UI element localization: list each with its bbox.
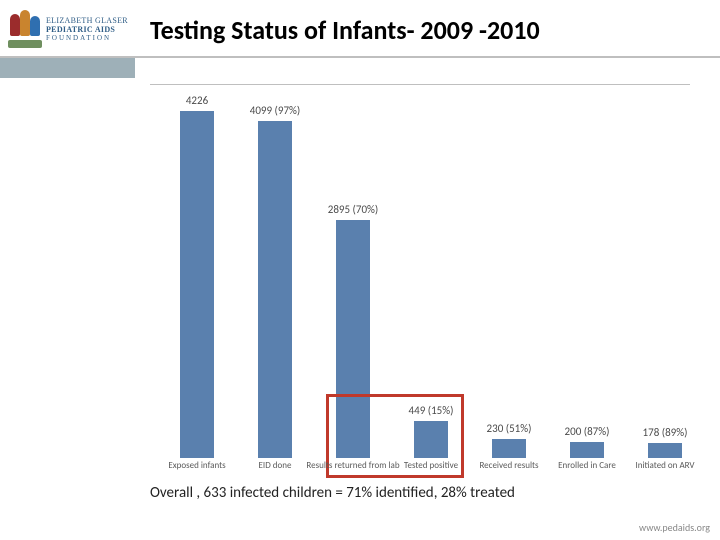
bar-value-label: 2895 (70%) [313,203,393,216]
foundation-logo: ELIZABETH GLASER PEDIATRIC AIDS FOUNDATI… [8,6,128,52]
bar [648,443,682,458]
page-title: Testing Status of Infants- 2009 -2010 [150,14,690,46]
bar-value-label: 4099 (97%) [235,104,315,117]
logo-line2: PEDIATRIC AIDS [46,25,128,34]
bar-value-label: 230 (51%) [469,422,549,435]
chart-top-divider [150,84,690,85]
chart-x-labels: Exposed infantsEID doneResults returned … [150,460,690,474]
x-axis-label: Initiated on ARV [610,460,720,471]
bar-value-label: 178 (89%) [625,426,705,439]
bar [258,121,292,458]
bar [180,111,214,458]
footer-url: www.pedaids.org [639,521,710,534]
logo-line1: ELIZABETH GLASER [46,16,128,25]
bar-value-label: 200 (87%) [547,425,627,438]
bar-chart: 42264099 (97%)2895 (70%)449 (15%)230 (51… [150,88,690,488]
chart-plot-area: 42264099 (97%)2895 (70%)449 (15%)230 (51… [150,88,690,458]
sidebar-stripe [0,58,135,78]
slide: ELIZABETH GLASER PEDIATRIC AIDS FOUNDATI… [0,0,720,540]
summary-text: Overall , 633 infected children = 71% id… [150,484,690,502]
bar [570,442,604,458]
logo-line3: FOUNDATION [46,34,128,43]
bar-value-label: 4226 [157,94,237,107]
bar [492,439,526,458]
logo-mark [8,10,42,48]
logo-text: ELIZABETH GLASER PEDIATRIC AIDS FOUNDATI… [46,16,128,43]
